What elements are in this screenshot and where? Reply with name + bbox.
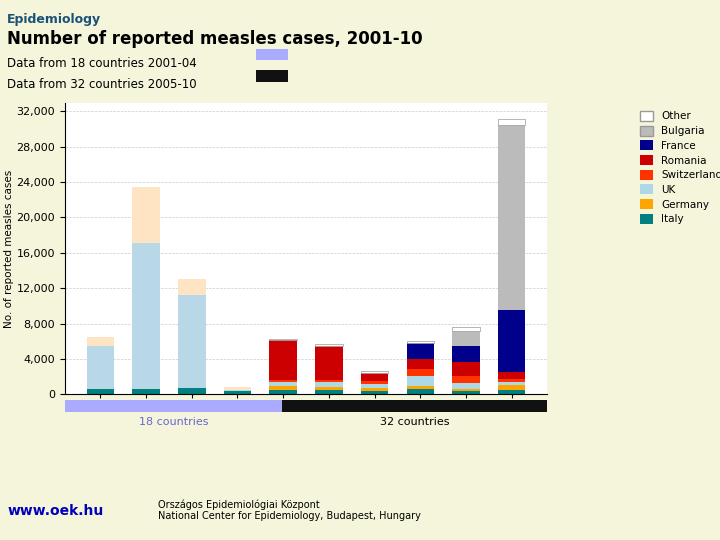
Bar [498,390,526,394]
Bar [269,386,297,390]
Bar [452,391,480,394]
Bar [498,386,526,390]
Bar [132,186,160,243]
Legend: Other, Bulgaria, France, Romania, Switzerland, UK, Germany, Italy: Other, Bulgaria, France, Romania, Switze… [637,108,720,227]
Bar [498,125,526,310]
Bar [452,383,480,389]
Text: 32 countries: 32 countries [379,417,449,428]
Bar [315,380,343,382]
Bar [269,339,297,340]
Y-axis label: No. of reported measles cases: No. of reported measles cases [4,169,14,328]
Bar [224,390,251,394]
Bar [361,381,388,384]
Bar [452,389,480,391]
Bar [407,376,434,386]
Bar [86,389,114,394]
Bar [132,389,160,394]
Text: Országos Epidemiológiai Központ
National Center for Epidemiology, Budapest, Hung: Országos Epidemiológiai Központ National… [158,499,421,521]
Bar [178,388,205,394]
Bar [498,379,526,382]
Bar [86,346,114,389]
Bar [498,118,526,125]
Bar [269,380,297,382]
Bar [452,361,480,376]
Bar [178,279,205,295]
Bar [315,387,343,390]
Bar [407,341,434,343]
Bar [315,390,343,394]
Text: Epidemiology: Epidemiology [7,14,102,26]
Bar [361,373,388,381]
Bar [452,327,480,330]
Bar [269,390,297,394]
Bar [407,389,434,394]
Bar [498,372,526,379]
Bar [361,371,388,373]
Bar [361,390,388,394]
Bar [452,330,480,346]
Bar [86,337,114,346]
Bar [498,382,526,386]
Bar [178,295,205,388]
Bar [498,310,526,372]
Bar [361,384,388,388]
Bar [452,376,480,383]
Bar [132,243,160,389]
Bar [407,343,434,359]
Bar [361,388,388,390]
Bar [315,345,343,346]
Bar [407,359,434,369]
Bar [315,382,343,387]
Bar [269,382,297,386]
Text: 18 countries: 18 countries [138,417,208,428]
Bar [452,346,480,361]
Bar [224,387,251,390]
Text: Data from 32 countries 2005-10: Data from 32 countries 2005-10 [7,78,197,91]
Bar [269,340,297,380]
Bar [315,346,343,380]
Text: Number of reported measles cases, 2001-10: Number of reported measles cases, 2001-1… [7,30,423,48]
Bar [407,369,434,376]
Text: Data from 18 countries 2001-04: Data from 18 countries 2001-04 [7,57,197,70]
Text: www.oek.hu: www.oek.hu [7,504,104,518]
Bar [407,386,434,389]
